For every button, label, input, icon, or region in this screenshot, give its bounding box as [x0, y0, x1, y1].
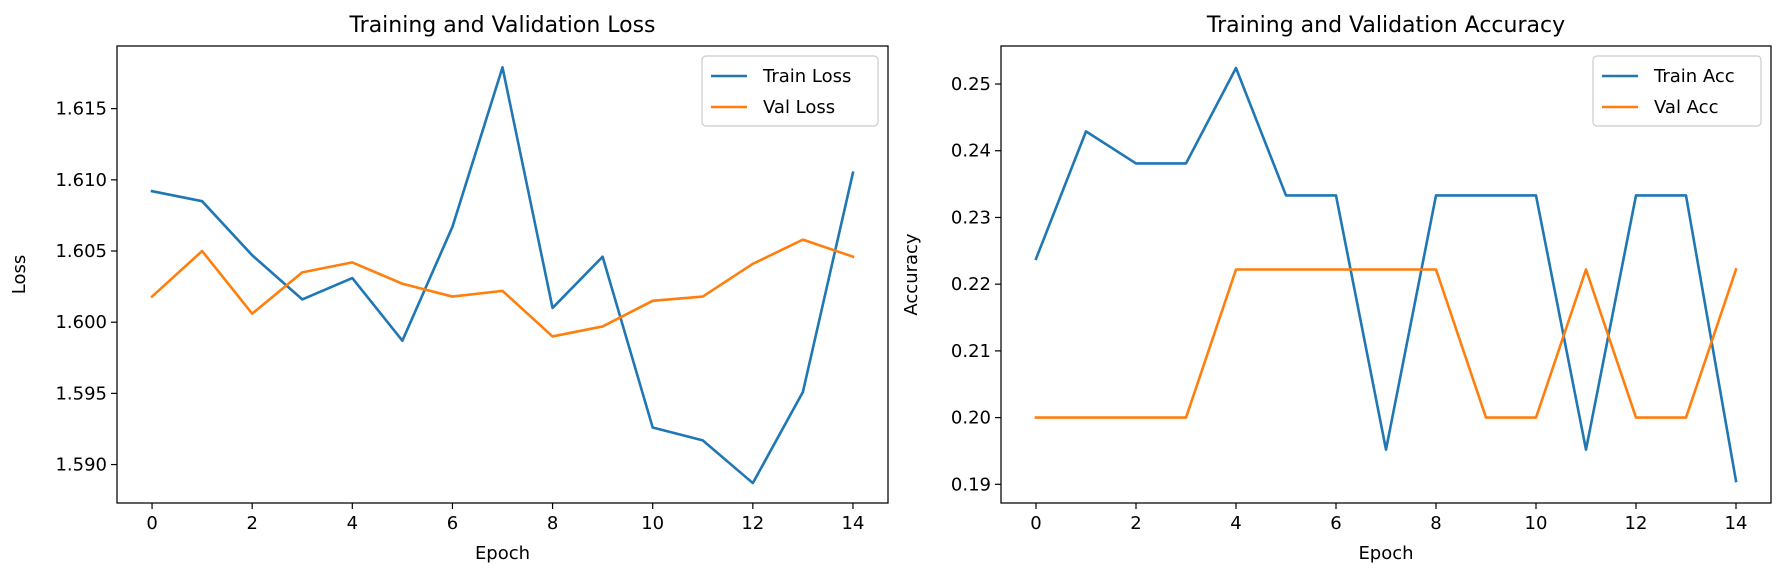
- accuracy-chart-xtick-label: 8: [1430, 513, 1441, 534]
- accuracy-chart-ytick-label: 0.19: [951, 474, 991, 495]
- loss-chart-series-val-loss: [150, 238, 855, 338]
- accuracy-chart-xtick-label: 12: [1625, 513, 1648, 534]
- loss-chart-xtick-label: 14: [842, 513, 865, 534]
- accuracy-chart-legend: Train Acc Val Acc: [1592, 55, 1762, 127]
- accuracy-chart-ytick-label: 0.21: [951, 341, 991, 362]
- loss-chart-xtick-label: 2: [246, 513, 257, 534]
- loss-chart-ytick-label: 1.610: [55, 170, 107, 191]
- accuracy-chart-ytick-label: 0.20: [951, 408, 991, 429]
- loss-chart-ytick-label: 1.595: [55, 383, 107, 404]
- loss-chart-legend-label: Train Loss: [762, 66, 851, 87]
- loss-chart-series-train-loss: [150, 66, 855, 485]
- loss-chart-ytick-label: 1.600: [55, 312, 107, 333]
- accuracy-chart-xtick-label: 6: [1330, 513, 1341, 534]
- accuracy-chart-xtick-label: 14: [1725, 513, 1748, 534]
- accuracy-chart-series-train-acc: [1034, 66, 1738, 483]
- loss-chart-legend: Train Loss Val Loss: [701, 55, 879, 127]
- loss-chart: Training and Validation Loss Epoch Loss …: [9, 13, 889, 564]
- loss-chart-ytick-label: 1.615: [55, 99, 107, 120]
- loss-chart-xtick-label: 0: [146, 513, 157, 534]
- loss-chart-legend-box: [701, 55, 879, 127]
- accuracy-chart-xtick-label: 2: [1130, 513, 1141, 534]
- accuracy-chart-legend-label: Val Acc: [1654, 97, 1718, 118]
- accuracy-chart-frame: [1000, 45, 1772, 504]
- accuracy-chart-legend-box: [1592, 55, 1762, 127]
- accuracy-chart-xtick-label: 0: [1030, 513, 1041, 534]
- accuracy-chart: Training and Validation Accuracy Epoch A…: [901, 13, 1772, 564]
- accuracy-chart-ytick-label: 0.23: [951, 207, 991, 228]
- loss-chart-xtick-label: 4: [347, 513, 358, 534]
- accuracy-chart-xtick-label: 10: [1525, 513, 1548, 534]
- accuracy-chart-title: Training and Validation Accuracy: [1206, 13, 1565, 38]
- loss-chart-ylabel: Loss: [9, 255, 30, 294]
- accuracy-chart-series-val-acc: [1034, 267, 1738, 419]
- loss-chart-frame: [116, 45, 889, 504]
- loss-chart-legend-label: Val Loss: [763, 97, 835, 118]
- accuracy-chart-ylabel: Accuracy: [901, 233, 922, 316]
- loss-chart-xtick-label: 12: [741, 513, 764, 534]
- accuracy-chart-ytick-label: 0.22: [951, 274, 991, 295]
- accuracy-chart-xlabel: Epoch: [1358, 543, 1413, 564]
- loss-chart-xtick-label: 8: [547, 513, 558, 534]
- accuracy-chart-ytick-label: 0.25: [951, 74, 991, 95]
- loss-chart-xtick-label: 6: [447, 513, 458, 534]
- loss-chart-ytick-label: 1.590: [55, 455, 107, 476]
- loss-chart-title: Training and Validation Loss: [348, 13, 655, 38]
- loss-chart-xtick-label: 10: [641, 513, 664, 534]
- loss-chart-ytick-label: 1.605: [55, 241, 107, 262]
- accuracy-chart-legend-label: Train Acc: [1653, 66, 1735, 87]
- loss-chart-xlabel: Epoch: [475, 543, 530, 564]
- accuracy-chart-ytick-label: 0.24: [951, 141, 991, 162]
- accuracy-chart-xtick-label: 4: [1230, 513, 1241, 534]
